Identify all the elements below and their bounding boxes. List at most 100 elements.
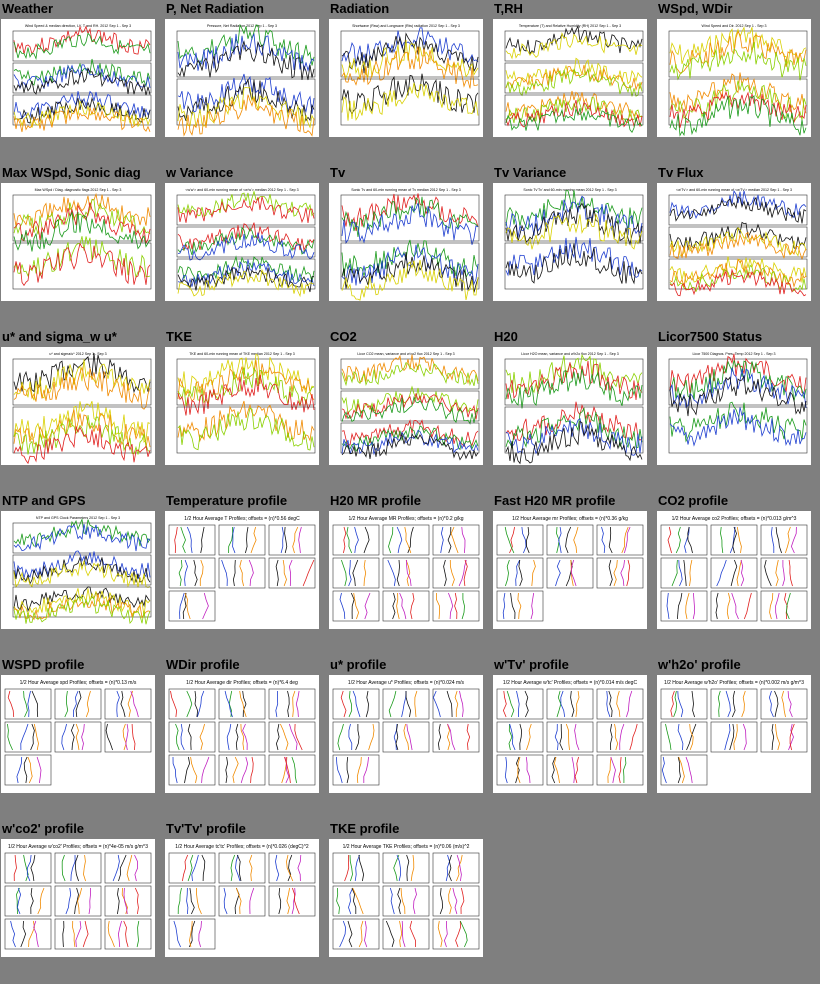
plot-cell[interactable]: WDir profile 1/2 Hour Average dir Profile…	[164, 656, 324, 816]
profile-subplot	[432, 688, 480, 720]
plot-cell[interactable]: Tv'Tv' profile 1/2 Hour Average tc'tc' Pr…	[164, 820, 324, 980]
plot-title[interactable]: WSpd, WDir	[658, 1, 733, 16]
plot-cell[interactable]: w Variance <w'w'> and 60-min running mean…	[164, 164, 324, 324]
plot-thumbnail[interactable]: TKE and 60-min running mean of TKE media…	[165, 347, 319, 465]
plot-title[interactable]: H20	[494, 329, 518, 344]
plot-title[interactable]: H20 MR profile	[330, 493, 422, 508]
plot-thumbnail[interactable]: 1/2 Hour Average TKE Profiles; offsets =…	[329, 839, 483, 957]
plot-cell[interactable]: w'h2o' profile 1/2 Hour Average w'h2o' Pr…	[656, 656, 816, 816]
series-line	[669, 72, 807, 114]
plot-cell[interactable]: WSPD profile 1/2 Hour Average spd Profile…	[0, 656, 160, 816]
plot-thumbnail[interactable]: Max WSpd / Diag. diagnostic flags 2012 S…	[1, 183, 155, 301]
plot-cell[interactable]: Fast H20 MR profile 1/2 Hour Average mr P…	[492, 492, 652, 652]
plot-cell[interactable]: T,RH Temperature (T) and Relative Humidit…	[492, 0, 652, 160]
plot-title[interactable]: Tv	[330, 165, 346, 180]
plot-cell[interactable]: CO2 profile 1/2 Hour Average co2 Profiles…	[656, 492, 816, 652]
plot-thumbnail[interactable]: Temperature (T) and Relative Humidity (R…	[493, 19, 647, 137]
plot-thumbnail[interactable]: 1/2 Hour Average co2 Profiles; offsets =…	[657, 511, 811, 629]
plot-cell[interactable]: Radiation Shortwave (Rsw) and Longwave (R…	[328, 0, 488, 160]
plot-thumbnail[interactable]: 1/2 Hour Average dir Profiles; offsets =…	[165, 675, 319, 793]
plot-cell[interactable]: H20 Licor H2O mean, variance and w'h2o fl…	[492, 328, 652, 488]
profile-line	[406, 559, 412, 587]
plot-caption: Licor CO2 mean, variance and w'co2 flux …	[357, 352, 454, 356]
plot-thumbnail[interactable]: 1/2 Hour Average T Profiles; offsets = (…	[165, 511, 319, 629]
plot-title[interactable]: WSPD profile	[2, 657, 85, 672]
plot-cell[interactable]: w'Tv' profile 1/2 Hour Average w'tc' Prof…	[492, 656, 652, 816]
plot-thumbnail[interactable]: Shortwave (Rsw) and Longwave (Rlw) radia…	[329, 19, 483, 137]
plot-cell[interactable]: Temperature profile 1/2 Hour Average T Pr…	[164, 492, 324, 652]
plot-title[interactable]: w Variance	[166, 165, 234, 180]
plot-title[interactable]: w'Tv' profile	[494, 657, 569, 672]
plot-thumbnail[interactable]: 1/2 Hour Average w'h2o' Profiles; offset…	[657, 675, 811, 793]
profile-line	[666, 592, 670, 620]
plot-title[interactable]: Fast H20 MR profile	[494, 493, 616, 508]
plot-cell[interactable]: H20 MR profile 1/2 Hour Average MR Profil…	[328, 492, 488, 652]
plot-title[interactable]: w'h2o' profile	[658, 657, 741, 672]
series-line	[177, 196, 315, 224]
plot-thumbnail[interactable]: Sonic Tv and 60-min running mean of Tv m…	[329, 183, 483, 301]
plot-thumbnail[interactable]: Licor CO2 mean, variance and w'co2 flux …	[329, 347, 483, 465]
plot-thumbnail[interactable]: 1/2 Hour Average w'co2' Profiles; offset…	[1, 839, 155, 957]
plot-cell[interactable]: Max WSpd, Sonic diag Max WSpd / Diag. dia…	[0, 164, 160, 324]
plot-title[interactable]: Weather	[2, 1, 54, 16]
series-line	[13, 32, 151, 60]
plot-cell[interactable]: Weather Wind Speed & median direction, LV…	[0, 0, 160, 160]
plot-thumbnail[interactable]: Licor 7500 Diagnos. Pres. Temp 2012 Sep …	[657, 347, 811, 465]
plot-title[interactable]: WDir profile	[166, 657, 240, 672]
plot-thumbnail[interactable]: 1/2 Hour Average spd Profiles; offsets =…	[1, 675, 155, 793]
profile-subplot	[4, 754, 52, 786]
plot-thumbnail[interactable]: Sonic Tv'Tv' and 60-min running mean 201…	[493, 183, 647, 301]
plot-title[interactable]: Tv Variance	[494, 165, 567, 180]
plot-cell[interactable]: TKE profile 1/2 Hour Average TKE Profiles…	[328, 820, 488, 980]
plot-title[interactable]: u* profile	[330, 657, 387, 672]
plot-title[interactable]: T,RH	[494, 1, 523, 16]
plot-cell[interactable]: CO2 Licor CO2 mean, variance and w'co2 fl…	[328, 328, 488, 488]
plot-title[interactable]: TKE profile	[330, 821, 400, 836]
plot-title[interactable]: NTP and GPS	[2, 493, 86, 508]
plot-title[interactable]: w'co2' profile	[2, 821, 85, 836]
profile-line	[249, 887, 255, 915]
plot-title[interactable]: Temperature profile	[166, 493, 288, 508]
plot-cell[interactable]: Tv Flux <w'Tv'> and 60-min running mean o…	[656, 164, 816, 324]
plot-thumbnail[interactable]: NTP and GPS Clock Parameters 2012 Sep 1 …	[1, 511, 155, 629]
plot-thumbnail[interactable]: Wind Speed and Dir. 2012 Sep 1 - Sep 3	[657, 19, 811, 137]
plot-thumbnail[interactable]: 1/2 Hour Average MR Profiles; offsets = …	[329, 511, 483, 629]
series-line	[669, 90, 807, 128]
plot-thumbnail[interactable]: 1/2 Hour Average tc'tc' Profiles; offset…	[165, 839, 319, 957]
plot-cell[interactable]: WSpd, WDir Wind Speed and Dir. 2012 Sep 1…	[656, 0, 816, 160]
plot-title[interactable]: Tv'Tv' profile	[166, 821, 246, 836]
panel-frame	[504, 242, 644, 290]
plot-thumbnail[interactable]: Wind Speed & median direction, LV, T and…	[1, 19, 155, 137]
plot-thumbnail[interactable]: Pressure, Net Radiation 2012 Sep 1 - Sep…	[165, 19, 319, 137]
plot-title[interactable]: P, Net Radiation	[166, 1, 265, 16]
plot-title[interactable]: u* and sigma_w u*	[2, 329, 117, 344]
series-line	[13, 518, 151, 547]
plot-thumbnail[interactable]: <w'Tv'> and 60-min running mean of <w'Tv…	[657, 183, 811, 301]
plot-thumbnail[interactable]: 1/2 Hour Average w'tc' Profiles; offsets…	[493, 675, 647, 793]
plot-cell[interactable]: u* profile 1/2 Hour Average u* Profiles; …	[328, 656, 488, 816]
plot-cell[interactable]: Licor7500 Status Licor 7500 Diagnos. Pres…	[656, 328, 816, 488]
plot-title[interactable]: TKE	[166, 329, 192, 344]
plot-title[interactable]: Licor7500 Status	[658, 329, 763, 344]
plot-thumbnail[interactable]: <w'w'> and 60-min running mean of <w'w'>…	[165, 183, 319, 301]
plot-cell[interactable]: w'co2' profile 1/2 Hour Average w'co2' Pr…	[0, 820, 160, 980]
plot-title[interactable]: Max WSpd, Sonic diag	[2, 165, 141, 180]
plot-thumbnail[interactable]: Licor H2O mean, variance and w'h2o flux …	[493, 347, 647, 465]
plot-title[interactable]: CO2 profile	[658, 493, 729, 508]
plot-cell[interactable]: TKE TKE and 60-min running mean of TKE me…	[164, 328, 324, 488]
plot-cell[interactable]: Tv Sonic Tv and 60-min running mean of Tv…	[328, 164, 488, 324]
plot-title[interactable]: Tv Flux	[658, 165, 704, 180]
plot-cell[interactable]: Tv Variance Sonic Tv'Tv' and 60-min runni…	[492, 164, 652, 324]
plot-thumbnail[interactable]: u* and sigma/u* 2012 Sep 1 - Sep 3	[1, 347, 155, 465]
plot-cell[interactable]: NTP and GPS NTP and GPS Clock Parameters …	[0, 492, 160, 652]
plot-thumbnail[interactable]: 1/2 Hour Average u* Profiles; offsets = …	[329, 675, 483, 793]
plot-cell[interactable]: u* and sigma_w u* u* and sigma/u* 2012 Se…	[0, 328, 160, 488]
plot-title[interactable]: CO2	[330, 329, 357, 344]
plot-thumbnail[interactable]: 1/2 Hour Average mr Profiles; offsets = …	[493, 511, 647, 629]
plot-cell[interactable]: P, Net Radiation Pressure, Net Radiation …	[164, 0, 324, 160]
panel-frame	[504, 62, 644, 94]
profile-line	[184, 592, 191, 620]
plot-caption: 1/2 Hour Average co2 Profiles; offsets =…	[672, 516, 797, 522]
plot-title[interactable]: Radiation	[330, 1, 390, 16]
plot-caption: TKE and 60-min running mean of TKE media…	[189, 352, 295, 356]
